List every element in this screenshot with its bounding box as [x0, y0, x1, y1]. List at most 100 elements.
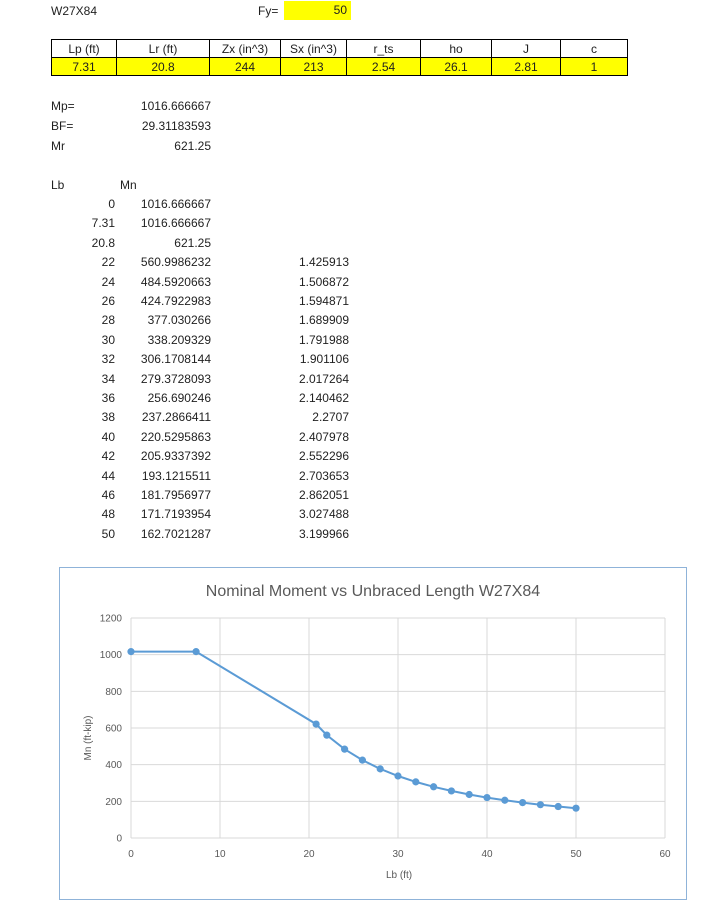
table-cell-lb[interactable]: 20.8 — [91, 236, 115, 250]
x-tick-label: 60 — [659, 849, 671, 860]
data-point[interactable] — [323, 731, 331, 739]
table-cell-mn[interactable]: 171.7193954 — [140, 507, 211, 521]
x-tick-label: 10 — [214, 849, 226, 860]
header-lp[interactable]: Lp (ft) — [51, 39, 117, 58]
table-cell-lb[interactable]: 34 — [101, 372, 115, 386]
table-cell-lb[interactable]: 44 — [101, 469, 115, 483]
data-point[interactable] — [501, 796, 509, 804]
table-cell-lb[interactable]: 48 — [101, 507, 115, 521]
table-cell-ratio[interactable]: 1.791988 — [298, 333, 349, 347]
table-cell-mn[interactable]: 256.690246 — [147, 391, 211, 405]
data-point[interactable] — [127, 648, 135, 656]
header-zx[interactable]: Zx (in^3) — [209, 39, 281, 58]
chart-title: Nominal Moment vs Unbraced Length W27X84 — [206, 583, 540, 600]
mn-column-header: Mn — [120, 178, 137, 192]
table-cell-mn[interactable]: 279.3728093 — [140, 372, 211, 386]
fy-value-cell[interactable]: 50 — [284, 1, 351, 20]
value-lp[interactable]: 7.31 — [51, 57, 117, 76]
table-cell-ratio[interactable]: 2.2707 — [312, 410, 349, 424]
value-c[interactable]: 1 — [560, 57, 628, 76]
data-point[interactable] — [465, 790, 473, 799]
summary-value-mp[interactable]: 1016.666667 — [140, 99, 211, 113]
value-zx[interactable]: 244 — [209, 57, 281, 76]
table-cell-ratio[interactable]: 2.017264 — [298, 372, 349, 386]
header-c[interactable]: c — [560, 39, 628, 58]
data-point[interactable] — [394, 772, 402, 780]
table-cell-ratio[interactable]: 1.594871 — [298, 294, 349, 308]
table-cell-mn[interactable]: 193.1215511 — [141, 469, 211, 483]
data-point[interactable] — [536, 801, 544, 809]
table-cell-mn[interactable]: 162.7021287 — [140, 527, 211, 541]
table-cell-mn[interactable]: 484.5920663 — [140, 275, 211, 289]
data-point[interactable] — [483, 793, 491, 802]
header-ho[interactable]: ho — [420, 39, 492, 58]
data-point[interactable] — [447, 787, 455, 795]
table-cell-lb[interactable]: 36 — [101, 391, 115, 405]
table-cell-mn[interactable]: 205.9337392 — [140, 449, 211, 463]
table-cell-lb[interactable]: 50 — [101, 527, 115, 541]
table-cell-ratio[interactable]: 2.407978 — [298, 430, 349, 444]
table-cell-lb[interactable]: 24 — [101, 275, 115, 289]
table-cell-mn[interactable]: 377.030266 — [147, 313, 211, 327]
value-lr[interactable]: 20.8 — [116, 57, 210, 76]
data-point[interactable] — [192, 648, 200, 656]
table-cell-ratio[interactable]: 1.901106 — [299, 352, 349, 366]
table-cell-ratio[interactable]: 2.552296 — [298, 449, 349, 463]
gridlines — [130, 617, 666, 839]
table-cell-mn[interactable]: 338.209329 — [147, 333, 211, 347]
y-tick-label: 0 — [116, 834, 122, 845]
table-cell-mn[interactable]: 560.9986232 — [140, 255, 211, 269]
header-rts[interactable]: r_ts — [346, 39, 421, 58]
lb-column-header: Lb — [51, 178, 65, 192]
table-cell-ratio[interactable]: 3.199966 — [298, 527, 349, 541]
data-point[interactable] — [312, 720, 320, 728]
table-cell-ratio[interactable]: 2.862051 — [298, 488, 349, 502]
table-cell-lb[interactable]: 42 — [101, 449, 115, 463]
table-cell-lb[interactable]: 38 — [101, 410, 115, 424]
data-point[interactable] — [430, 783, 438, 791]
table-cell-ratio[interactable]: 1.689909 — [298, 313, 349, 327]
table-cell-mn[interactable]: 181.7956977 — [140, 488, 211, 502]
table-cell-ratio[interactable]: 3.027488 — [298, 507, 349, 521]
data-point[interactable] — [358, 756, 366, 764]
value-sx[interactable]: 213 — [280, 57, 347, 76]
table-cell-mn[interactable]: 621.25 — [174, 236, 211, 250]
value-j[interactable]: 2.81 — [491, 57, 561, 76]
data-point[interactable] — [412, 778, 420, 786]
table-cell-lb[interactable]: 26 — [101, 294, 115, 308]
header-sx[interactable]: Sx (in^3) — [280, 39, 347, 58]
summary-value-bf[interactable]: 29.31183593 — [141, 119, 211, 133]
table-cell-mn[interactable]: 220.5295863 — [140, 430, 211, 444]
table-cell-mn[interactable]: 1016.666667 — [140, 197, 211, 211]
data-point[interactable] — [572, 804, 580, 812]
y-tick-label: 800 — [105, 687, 122, 698]
table-cell-ratio[interactable]: 1.506872 — [298, 275, 349, 289]
table-cell-mn[interactable]: 1016.666667 — [140, 216, 211, 230]
chart-svg: Nominal Moment vs Unbraced Length W27X84… — [83, 583, 671, 881]
table-cell-mn[interactable]: 424.7922983 — [140, 294, 211, 308]
chart-area[interactable]: Nominal Moment vs Unbraced Length W27X84… — [59, 567, 687, 900]
data-point[interactable] — [554, 802, 562, 811]
table-cell-mn[interactable]: 306.1708144 — [140, 352, 211, 366]
table-cell-lb[interactable]: 28 — [101, 313, 115, 327]
table-cell-ratio[interactable]: 2.140462 — [298, 391, 349, 405]
header-lr[interactable]: Lr (ft) — [116, 39, 210, 58]
table-cell-ratio[interactable]: 1.425913 — [298, 255, 349, 269]
summary-value-mr[interactable]: 621.25 — [174, 139, 211, 153]
summary-label-mr: Mr — [51, 139, 65, 153]
table-cell-lb[interactable]: 30 — [101, 333, 115, 347]
table-cell-mn[interactable]: 237.2866411 — [141, 410, 211, 424]
header-j[interactable]: J — [491, 39, 561, 58]
table-cell-lb[interactable]: 22 — [101, 255, 115, 269]
table-cell-ratio[interactable]: 2.703653 — [298, 469, 349, 483]
value-ho[interactable]: 26.1 — [420, 57, 492, 76]
data-point[interactable] — [519, 798, 527, 807]
table-cell-lb[interactable]: 46 — [101, 488, 115, 502]
data-point[interactable] — [376, 765, 384, 773]
value-rts[interactable]: 2.54 — [346, 57, 421, 76]
table-cell-lb[interactable]: 7.31 — [91, 216, 115, 230]
table-cell-lb[interactable]: 32 — [101, 352, 115, 366]
table-cell-lb[interactable]: 0 — [108, 197, 115, 211]
data-point[interactable] — [341, 745, 349, 753]
table-cell-lb[interactable]: 40 — [101, 430, 115, 444]
